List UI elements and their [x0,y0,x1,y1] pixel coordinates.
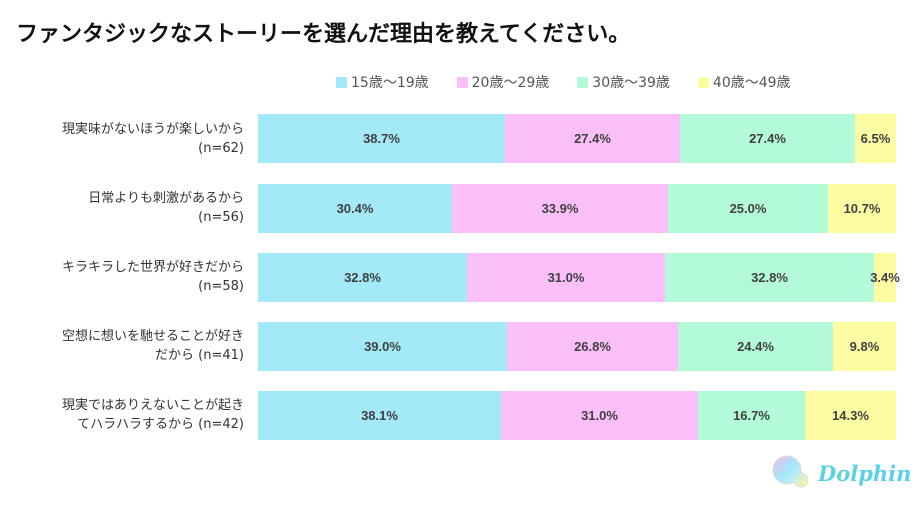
bar-segment: 16.7% [698,391,805,440]
category-label-line: キラキラした世界が好きだから [61,260,244,275]
bar-segment: 31.0% [467,253,665,302]
legend-item-40-49: 40歳～49歳 [697,72,791,92]
dolphin-logo: Dolphin [770,455,911,491]
category-label-line: (n=62) [198,141,244,156]
category-label: キラキラした世界が好きだから (n=58) [0,258,244,296]
legend-label: 40歳～49歳 [712,75,791,91]
legend-swatch-icon [336,76,347,88]
data-label: 27.4% [574,131,611,146]
bar-row: 30.4% 33.9% 25.0% 10.7% [258,184,896,233]
data-label: 38.7% [363,131,400,146]
data-label: 31.0% [547,270,585,285]
category-label: 日常よりも刺激があるから (n=56) [0,189,244,227]
data-label: 32.8% [344,270,381,285]
bar-segment: 10.7% [828,184,896,233]
bar-segment: 27.4% [680,114,855,163]
data-label: 16.7% [733,408,770,423]
data-label: 9.8% [849,339,880,354]
bar-segment: 9.8% [833,322,896,371]
category-label: 現実ではありえないことが起き てハラハラするから (n=42) [0,396,244,434]
dolphin-bubble-logo-icon [772,455,809,488]
bar-segment: 32.8% [665,253,874,302]
category-label-line: 空想に想いを馳せることが好き [61,329,244,344]
data-label: 24.4% [737,339,774,354]
bar-row: 32.8% 31.0% 32.8% 3.4% [258,253,900,302]
bar-row: 38.7% 27.4% 27.4% 6.5% [258,114,896,163]
data-label: 26.8% [574,339,611,354]
data-label: 32.8% [751,270,788,285]
data-label: 31.0% [581,408,618,423]
category-label: 空想に想いを馳せることが好き だから (n=41) [0,327,244,365]
data-label: 25.0% [729,201,767,216]
legend-label: 30歳～39歳 [592,75,670,91]
data-label: 33.9% [541,201,579,216]
bar-segment: 38.7% [258,114,505,163]
logo-text: Dolphin [818,460,912,486]
bar-segment: 39.0% [258,322,507,371]
bar-segment: 31.0% [501,391,698,440]
category-label-line: (n=58) [198,279,244,294]
legend: 15歳～19歳 20歳～29歳 30歳～39歳 40歳～49歳 [336,72,819,92]
bar-segment: 14.3% [805,391,896,440]
category-label-line: 現実味がないほうが楽しいから [61,122,244,137]
bar-segment: 27.4% [505,114,680,163]
data-label: 6.5% [860,131,891,146]
bar-segment: 30.4% [258,184,452,233]
data-label: 3.4% [870,270,900,285]
data-label: 14.3% [832,408,869,423]
data-label: 30.4% [336,201,374,216]
legend-swatch-icon [456,76,468,88]
legend-item-20-29: 20歳～29歳 [456,72,550,92]
bar-segment: 32.8% [258,253,467,302]
bar-segment: 6.5% [855,114,896,163]
bar-row: 39.0% 26.8% 24.4% 9.8% [258,322,896,371]
category-label: 現実味がないほうが楽しいから (n=62) [0,120,244,158]
data-label: 27.4% [749,131,786,146]
legend-item-30-39: 30歳～39歳 [577,72,670,92]
data-label: 10.7% [843,201,881,216]
legend-item-15-19: 15歳～19歳 [336,72,429,92]
bar-segment: 26.8% [507,322,678,371]
bar-segment: 25.0% [668,184,828,233]
category-label-line: だから (n=41) [155,348,244,363]
chart-title: ファンタジックなストーリーを選んだ理由を教えてください。 [16,22,631,47]
category-label-line: (n=56) [198,210,244,225]
category-label-line: てハラハラするから (n=42) [77,417,244,432]
legend-label: 20歳～29歳 [471,75,550,91]
legend-swatch-icon [697,76,709,88]
bar-segment: 38.1% [258,391,501,440]
data-label: 38.1% [361,408,398,423]
category-label-line: 日常よりも刺激があるから [88,191,244,206]
legend-swatch-icon [577,76,589,88]
bar-segment: 33.9% [452,184,668,233]
bar-segment: 24.4% [678,322,833,371]
data-label: 39.0% [364,339,401,354]
category-label-line: 現実ではありえないことが起き [61,398,244,413]
bar-row: 38.1% 31.0% 16.7% 14.3% [258,391,896,440]
bar-segment: 3.4% [870,253,900,302]
legend-label: 15歳～19歳 [351,75,429,91]
